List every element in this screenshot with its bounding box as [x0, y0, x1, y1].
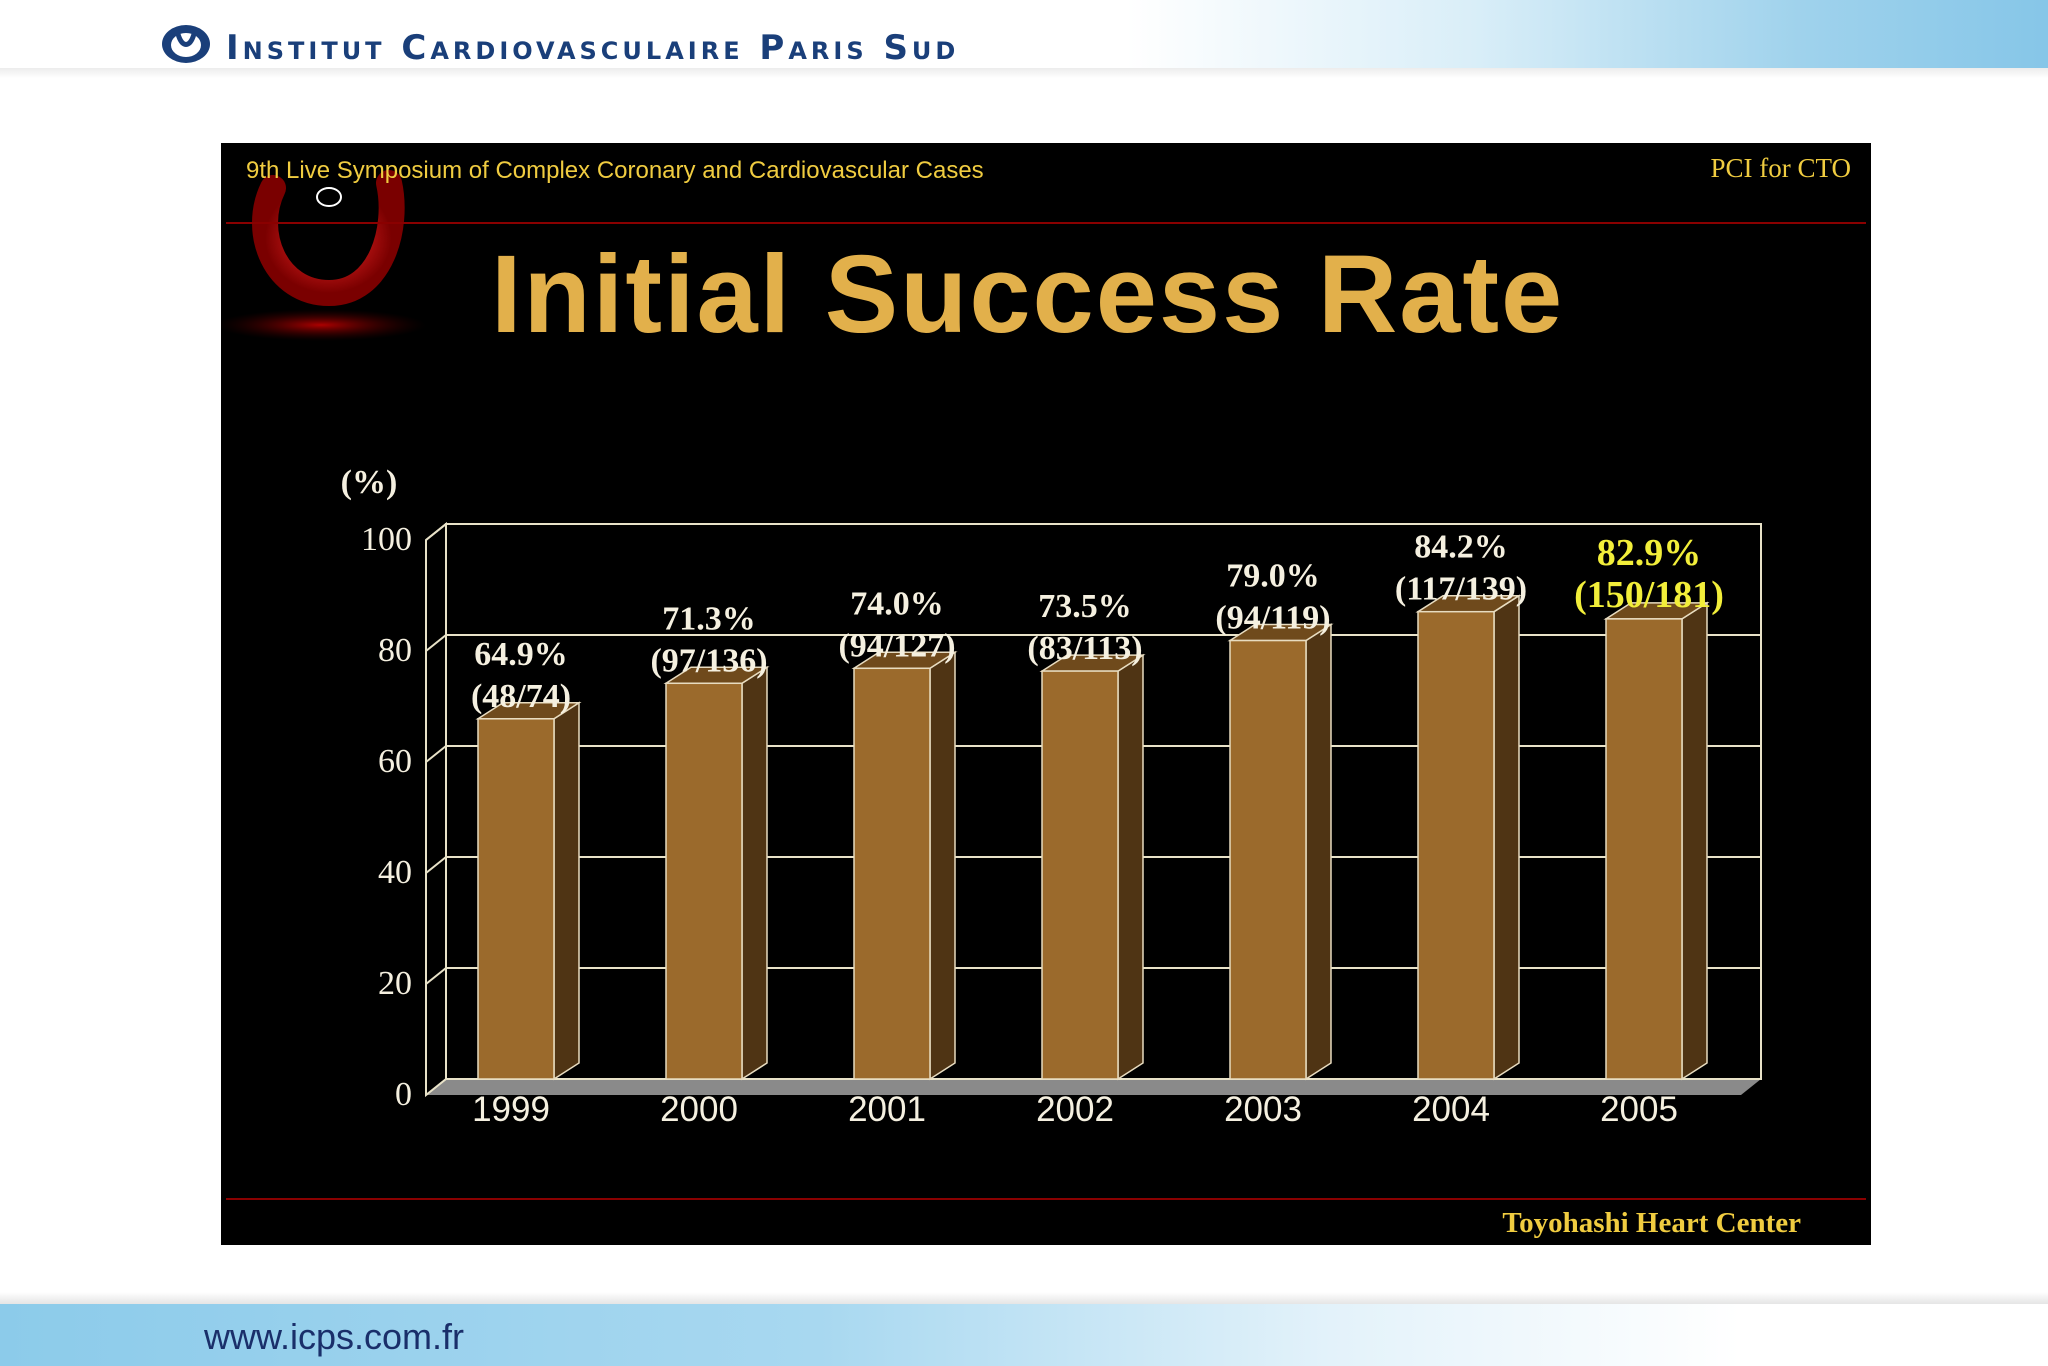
grid-line-side: [425, 523, 447, 541]
x-tick-label: 2004: [1412, 1090, 1490, 1129]
bar-side: [1681, 601, 1708, 1081]
y-axis-label: (%): [341, 464, 398, 501]
y-tick-label: 60: [378, 743, 412, 780]
bar-value-label: 74.0%: [850, 585, 944, 622]
icps-logo-icon: [162, 25, 210, 63]
symposium-label: 9th Live Symposium of Complex Coronary a…: [246, 157, 984, 184]
credit-label: Toyohashi Heart Center: [1502, 1207, 1801, 1239]
bar-value-label: 79.0%: [1226, 558, 1320, 595]
x-tick-label: 2002: [1036, 1090, 1114, 1129]
bar-value-label: 82.9%: [1597, 532, 1702, 574]
slide: 0 20 40 60 80 100 (%) 64.9% (48/74) 1999 71.3% (97/…: [221, 143, 1871, 1245]
bar-count-label: (48/74): [471, 678, 571, 715]
bar-value-label: 71.3%: [662, 600, 756, 637]
bar-side: [741, 665, 768, 1081]
bar-count-label: (94/119): [1215, 600, 1330, 637]
y-tick-label: 100: [361, 521, 412, 558]
bar-count-label: (83/113): [1027, 630, 1142, 667]
x-tick-label: 2000: [660, 1090, 738, 1129]
footer-band: [0, 1304, 2048, 1366]
x-tick-label: 2005: [1600, 1090, 1678, 1129]
bar-value-label: 84.2%: [1414, 529, 1508, 566]
topic-label: PCI for CTO: [1710, 153, 1851, 183]
bar: [853, 667, 931, 1080]
bar-count-label: (97/136): [650, 642, 767, 679]
success-rate-chart: 0 20 40 60 80 100 (%) 64.9% (48/74) 1999 71.3% (97/…: [221, 170, 1762, 1129]
bar-side: [1117, 653, 1144, 1081]
chart-side-wall: [425, 521, 447, 1098]
header-divider: [226, 222, 1866, 224]
bar: [1041, 670, 1119, 1080]
bar-side: [1493, 594, 1520, 1081]
chart-title: Initial Success Rate: [491, 233, 1565, 356]
header-shadow: [0, 68, 2048, 78]
grid-line-side: [425, 745, 447, 763]
y-tick-label: 80: [378, 632, 412, 669]
x-tick-label: 2001: [848, 1090, 926, 1129]
x-tick-label: 2003: [1224, 1090, 1302, 1129]
bar: [1605, 618, 1683, 1080]
grid-line-side: [425, 967, 447, 985]
bar: [1417, 610, 1495, 1080]
x-tick-label: 1999: [472, 1090, 550, 1129]
bar-value-label: 64.9%: [474, 636, 568, 673]
bar: [665, 682, 743, 1080]
bar-count-label: (150/181): [1574, 574, 1724, 616]
website-url: www.icps.com.fr: [204, 1316, 465, 1357]
y-tick-label: 20: [378, 965, 412, 1002]
bar-count-label: (117/139): [1395, 571, 1527, 608]
bar-value-label: 73.5%: [1038, 588, 1132, 625]
heart-logo-icon: [221, 170, 426, 341]
footer-divider: [226, 1198, 1866, 1200]
y-tick-label: 40: [378, 854, 412, 891]
bar: [477, 718, 555, 1080]
bar-side: [1305, 623, 1332, 1081]
bar-side: [929, 650, 956, 1081]
chart-floor: [426, 1079, 1761, 1095]
bar-side: [553, 701, 580, 1081]
bar-count-label: (94/127): [838, 627, 955, 664]
header-band: [0, 0, 2048, 68]
y-tick-label: 0: [395, 1076, 412, 1113]
institution-title: Institut Cardiovasculaire Paris Sud: [226, 28, 960, 68]
grid-line-side: [425, 634, 447, 652]
bar: [1229, 639, 1307, 1080]
footer-shadow: [0, 1292, 2048, 1304]
grid-line-side: [425, 856, 447, 874]
